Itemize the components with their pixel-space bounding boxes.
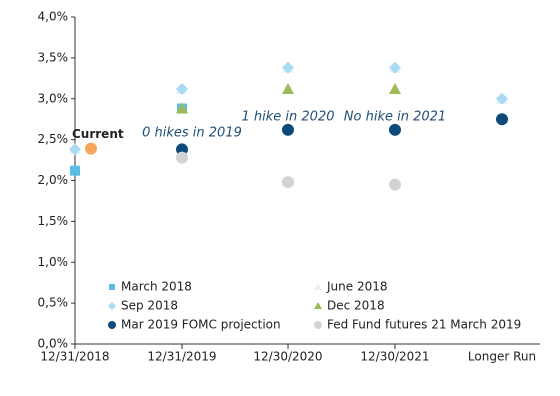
point [389, 123, 401, 136]
point [176, 102, 188, 114]
current-point [85, 142, 97, 155]
x-tick-label: Longer Run [468, 350, 536, 364]
y-tick-label: 0,0% [38, 337, 69, 351]
y-tick-label: 2,5% [38, 132, 69, 146]
point [496, 92, 508, 105]
x-tick-label: 12/30/2020 [253, 350, 322, 364]
legend-label: Sep 2018 [121, 299, 178, 313]
y-tick-label: 0,5% [38, 296, 69, 310]
legend-label: June 2018 [326, 280, 388, 294]
y-tick-label: 1,0% [38, 255, 69, 269]
x-tick-label: 12/31/2018 [40, 350, 109, 364]
legend-marker [109, 284, 115, 290]
y-tick-label: 3,0% [38, 91, 69, 105]
point [389, 61, 401, 74]
legend-marker [314, 321, 322, 329]
point [282, 82, 294, 94]
point [496, 113, 508, 126]
y-tick-label: 1,5% [38, 214, 69, 228]
legend-label: March 2018 [121, 280, 192, 294]
legend-marker [314, 302, 322, 309]
legend-label: Mar 2019 FOMC projection [121, 318, 281, 332]
point [176, 82, 188, 95]
legend-label: Dec 2018 [327, 299, 385, 313]
point [282, 61, 294, 74]
legend-marker [108, 321, 116, 329]
point [282, 176, 294, 189]
point [70, 165, 80, 176]
y-tick-label: 4,0% [38, 10, 69, 24]
annotation: 0 hikes in 2019 [142, 126, 242, 141]
current-label: Current [72, 127, 124, 141]
y-tick-label: 3,5% [38, 50, 69, 64]
x-tick-label: 12/31/2019 [147, 350, 216, 364]
annotation: No hike in 2021 [344, 110, 446, 125]
legend-label: Fed Fund futures 21 March 2019 [327, 318, 521, 332]
x-tick-label: 12/30/2021 [360, 350, 429, 364]
point [389, 82, 401, 94]
legend-marker [108, 302, 116, 310]
legend-marker [314, 283, 322, 290]
y-tick-label: 2,0% [38, 173, 69, 187]
point [176, 151, 188, 164]
annotation: 1 hike in 2020 [242, 110, 335, 125]
point [389, 178, 401, 191]
point [282, 123, 294, 136]
point [69, 143, 81, 156]
